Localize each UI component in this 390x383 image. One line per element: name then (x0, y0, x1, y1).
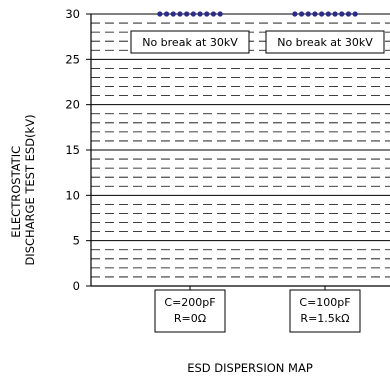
data-point (184, 11, 190, 17)
data-point (319, 11, 325, 17)
chart-title: ESD DISPERSION MAP (187, 361, 313, 375)
category-label: C=200pF (164, 296, 215, 309)
y-tick-label: 20 (65, 98, 80, 112)
data-point (298, 11, 305, 17)
data-point (217, 11, 223, 17)
data-point (157, 11, 163, 17)
y-tick-label: 0 (73, 279, 80, 293)
data-point (352, 11, 358, 17)
data-point (312, 11, 318, 17)
annotation-text: No break at 30kV (277, 36, 373, 49)
data-point (197, 11, 203, 17)
data-point (170, 11, 176, 17)
y-axis-label-line-1: ELECTROSTATIC (9, 146, 23, 238)
category-label-box (289, 289, 361, 333)
data-point (305, 11, 311, 17)
data-point (210, 11, 217, 17)
data-point (177, 11, 183, 17)
data-points (157, 11, 358, 17)
data-point (163, 11, 170, 17)
y-tick-label: 25 (65, 52, 80, 66)
data-point (332, 11, 338, 17)
category-label: C=100pF (299, 296, 350, 309)
y-tick-label: 10 (65, 188, 80, 202)
y-tick-label: 5 (73, 234, 80, 248)
annotations: No break at 30kV No break at 30kV (130, 30, 385, 54)
data-point (325, 11, 331, 17)
axes (86, 13, 390, 291)
annotation-text: No break at 30kV (142, 36, 238, 49)
y-axis-label-line-2: DISCHARGE TEST ESD(kV) (23, 114, 37, 265)
data-point (339, 11, 345, 17)
y-axis-label: ELECTROSTATIC DISCHARGE TEST ESD(kV) (9, 114, 37, 265)
category-label: R=1.5kΩ (300, 312, 349, 325)
y-tick-label: 15 (65, 143, 80, 157)
category-labels: C=200pF R=0Ω C=100pF R=1.5kΩ (154, 289, 361, 333)
y-tick-label: 30 (65, 7, 80, 21)
data-point (190, 11, 196, 17)
data-point (345, 11, 352, 17)
category-label: R=0Ω (174, 312, 206, 325)
category-label-box (154, 289, 226, 333)
data-point (292, 11, 298, 17)
data-point (204, 11, 210, 17)
y-tick-labels: 0 5 10 15 20 25 30 (65, 7, 80, 293)
annotation-box (130, 30, 250, 54)
annotation-box (265, 30, 385, 54)
